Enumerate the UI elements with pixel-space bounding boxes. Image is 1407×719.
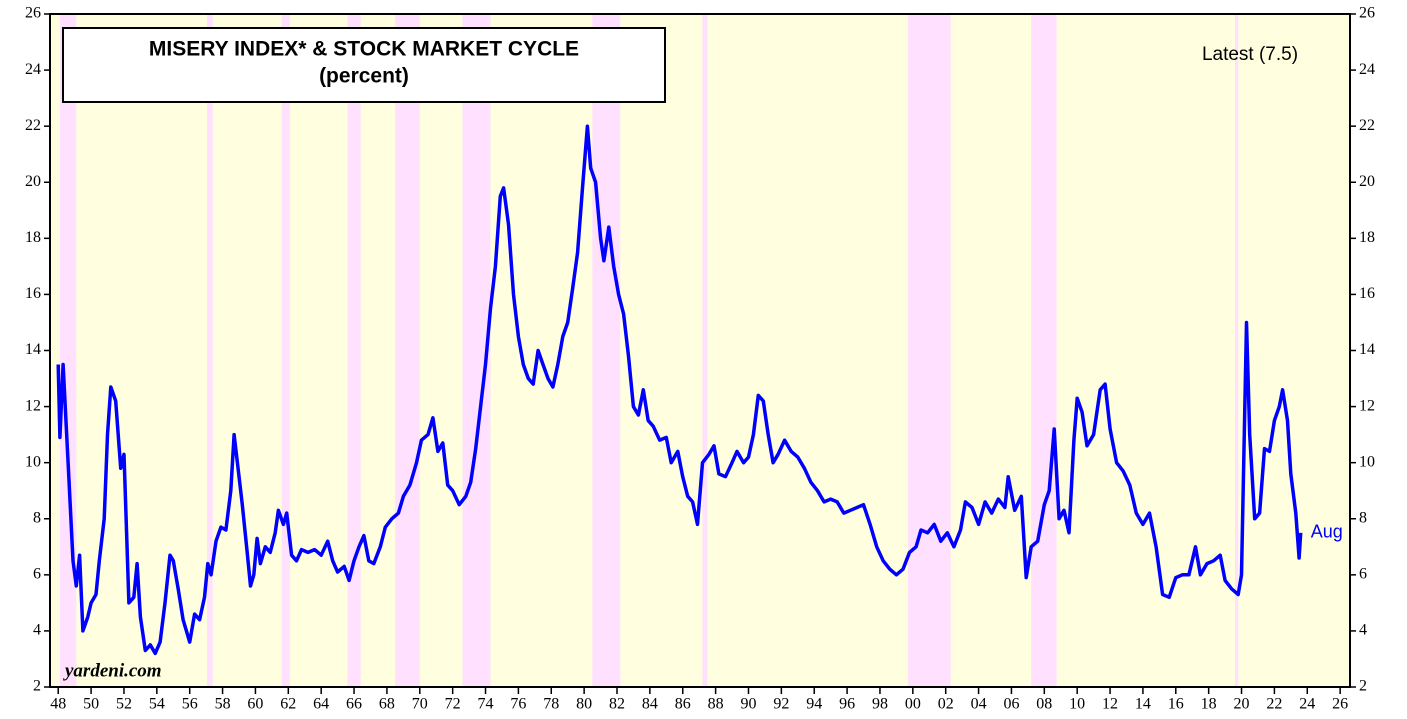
- y-tick-label: 12: [25, 397, 41, 414]
- x-tick-label: 24: [1299, 696, 1315, 713]
- y-tick-label: 18: [25, 229, 41, 246]
- x-tick-label: 66: [346, 696, 362, 713]
- bear-market-band: [1234, 14, 1239, 687]
- y2-tick-label: 20: [1359, 173, 1375, 190]
- x-tick-label: 16: [1168, 696, 1184, 713]
- x-tick-label: 76: [510, 696, 526, 713]
- y-tick-label: 6: [33, 566, 41, 583]
- y2-tick-label: 10: [1359, 453, 1375, 470]
- chart-title: MISERY INDEX* & STOCK MARKET CYCLE: [149, 38, 579, 61]
- data-line: [56, 124, 1303, 656]
- y2-tick-label: 24: [1359, 61, 1375, 78]
- x-tick-label: 92: [773, 696, 789, 713]
- y2-tick-label: 26: [1359, 5, 1375, 22]
- x-tick-label: 54: [149, 696, 165, 713]
- x-tick-label: 90: [740, 696, 756, 713]
- y-tick-label: 2: [33, 678, 41, 695]
- x-tick-label: 12: [1102, 696, 1118, 713]
- y-tick-label: 24: [25, 61, 41, 78]
- x-tick-label: 22: [1266, 696, 1282, 713]
- x-tick-label: 86: [675, 696, 691, 713]
- bear-market-band: [59, 14, 77, 687]
- bear-market-band: [206, 14, 213, 687]
- y2-tick-label: 2: [1359, 678, 1367, 695]
- plot-area: [50, 14, 1350, 687]
- y-tick-label: 14: [25, 341, 41, 358]
- x-tick-label: 98: [872, 696, 888, 713]
- x-tick-label: 14: [1135, 696, 1151, 713]
- x-tick-label: 84: [642, 696, 658, 713]
- x-tick-label: 26: [1332, 696, 1348, 713]
- y2-tick-label: 18: [1359, 229, 1375, 246]
- bear-market-band: [702, 14, 708, 687]
- x-tick-label: 02: [938, 696, 954, 713]
- y-tick-label: 8: [33, 509, 41, 526]
- bear-market-band: [347, 14, 361, 687]
- annotation: Latest (7.5): [1202, 44, 1298, 65]
- y-tick-label: 4: [33, 622, 41, 639]
- x-tick-label: 58: [215, 696, 231, 713]
- x-tick-label: 64: [313, 696, 329, 713]
- x-tick-label: 80: [576, 696, 592, 713]
- x-tick-label: 56: [182, 696, 198, 713]
- x-tick-label: 60: [247, 696, 263, 713]
- y-tick-label: 26: [25, 5, 41, 22]
- y-tick-label: 22: [25, 117, 41, 134]
- bear-market-band: [281, 14, 290, 687]
- y-tick-label: 10: [25, 453, 41, 470]
- y2-tick-label: 6: [1359, 566, 1367, 583]
- x-tick-label: 70: [412, 696, 428, 713]
- bear-market-band: [395, 14, 420, 687]
- x-tick-label: 50: [83, 696, 99, 713]
- x-tick-label: 52: [116, 696, 132, 713]
- x-tick-label: 68: [379, 696, 395, 713]
- y2-tick-label: 22: [1359, 117, 1375, 134]
- x-tick-label: 10: [1069, 696, 1085, 713]
- x-tick-label: 72: [445, 696, 461, 713]
- source: yardeni.com: [63, 660, 162, 681]
- x-tick-label: 48: [50, 696, 66, 713]
- bear-market-band: [592, 14, 621, 687]
- y2-tick-label: 8: [1359, 509, 1367, 526]
- x-tick-label: 96: [839, 696, 855, 713]
- x-tick-label: 82: [609, 696, 625, 713]
- y-tick-label: 16: [25, 285, 41, 302]
- x-tick-label: 88: [708, 696, 724, 713]
- bear-market-band: [1031, 14, 1057, 687]
- plot-background: [50, 14, 1350, 687]
- x-tick-label: 78: [543, 696, 559, 713]
- y2-tick-label: 4: [1359, 622, 1367, 639]
- x-tick-label: 18: [1201, 696, 1217, 713]
- x-tick-label: 94: [806, 696, 822, 713]
- end-label: Aug: [1311, 522, 1343, 542]
- bear-market-band: [907, 14, 951, 687]
- x-tick-label: 74: [478, 696, 494, 713]
- y2-tick-label: 12: [1359, 397, 1375, 414]
- title-box: [62, 27, 666, 103]
- x-tick-label: 62: [280, 696, 296, 713]
- chart-subtitle: (percent): [319, 65, 409, 88]
- x-tick-label: 06: [1003, 696, 1019, 713]
- y-tick-label: 20: [25, 173, 41, 190]
- y2-tick-label: 16: [1359, 285, 1375, 302]
- x-tick-label: 08: [1036, 696, 1052, 713]
- y2-tick-label: 14: [1359, 341, 1375, 358]
- x-tick-label: 00: [905, 696, 921, 713]
- x-tick-label: 20: [1234, 696, 1250, 713]
- x-tick-label: 04: [971, 696, 987, 713]
